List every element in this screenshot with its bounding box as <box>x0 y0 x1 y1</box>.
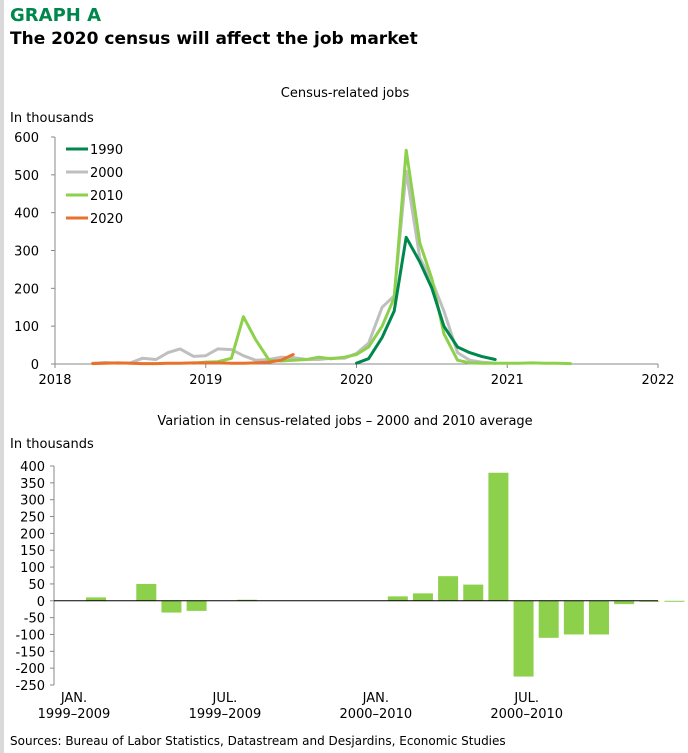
y-tick-label: 500 <box>14 169 39 184</box>
bar <box>136 583 157 601</box>
bar <box>488 472 509 601</box>
graph-label: GRAPH A <box>10 5 102 26</box>
y-tick-label: 400 <box>20 460 45 475</box>
graph-title: The 2020 census will affect the job mark… <box>10 29 418 49</box>
series-line-1990 <box>355 235 497 365</box>
legend-label-2010: 2010 <box>90 189 123 204</box>
series-line-2010 <box>192 148 573 366</box>
legend-label-2000: 2000 <box>90 166 123 181</box>
bar <box>664 600 685 602</box>
sources-note: Sources: Bureau of Labor Statistics, Dat… <box>10 734 506 748</box>
bar <box>463 584 484 601</box>
y-tick-label: 300 <box>20 494 45 509</box>
bar <box>186 600 207 611</box>
y-tick-label: -50 <box>24 612 45 627</box>
bar <box>236 599 257 601</box>
series-line-2000 <box>91 169 497 365</box>
bar <box>412 593 433 601</box>
y-tick-label: 600 <box>14 131 39 146</box>
y-tick-label: 300 <box>14 245 39 260</box>
bar <box>538 600 559 638</box>
y-tick-label: 0 <box>37 595 45 610</box>
bar <box>387 596 408 601</box>
y-tick-label: -100 <box>15 628 45 643</box>
y-tick-label: 250 <box>20 511 45 526</box>
x-tick-label-month: JAN. <box>362 691 389 706</box>
y-tick-label: 50 <box>28 578 45 593</box>
bar <box>161 600 182 613</box>
y-tick-label: 200 <box>14 282 39 297</box>
y-tick-label: -250 <box>15 679 45 694</box>
bar <box>563 600 584 635</box>
x-tick-label-years: 1999–2009 <box>38 707 111 722</box>
y-tick-label: 100 <box>14 320 39 335</box>
bar <box>589 600 609 635</box>
x-tick-label-years: 1999–2009 <box>189 707 262 722</box>
x-tick-label: 2019 <box>189 373 222 388</box>
legend-label-1990: 1990 <box>90 143 123 158</box>
y-axis-label: In thousands <box>10 437 94 452</box>
y-tick-label: 0 <box>31 358 39 373</box>
bar <box>513 600 534 677</box>
y-tick-label: 350 <box>20 477 45 492</box>
y-tick-label: 200 <box>20 527 45 542</box>
x-tick-label-month: JUL. <box>513 691 539 706</box>
chart-title: Variation in census-related jobs – 2000 … <box>157 414 532 429</box>
bar <box>438 576 459 601</box>
y-tick-label: 150 <box>20 544 45 559</box>
x-tick-label: 2020 <box>340 373 373 388</box>
bar <box>86 597 106 601</box>
y-tick-label: 400 <box>14 207 39 222</box>
x-tick-label: 2022 <box>641 373 674 388</box>
x-tick-label-month: JUL. <box>212 691 238 706</box>
y-tick-label: 100 <box>20 561 45 576</box>
left-margin-rule <box>0 0 4 753</box>
y-axis-label: In thousands <box>10 111 94 126</box>
y-tick-label: -200 <box>15 662 45 677</box>
plot-area: 0 100 200 300 400 500 600 2018 2019 2020 2021 2022 1… <box>14 131 674 388</box>
series-line-2020 <box>91 353 295 366</box>
y-tick-label: -150 <box>15 645 45 660</box>
census-jobs-line-chart: Census-related jobs In thousands 0 100 200… <box>10 86 675 388</box>
x-tick-label: 2021 <box>491 373 524 388</box>
x-tick-label-month: JAN. <box>60 691 87 706</box>
chart-title: Census-related jobs <box>281 86 410 101</box>
legend-label-2020: 2020 <box>90 212 123 227</box>
bar <box>639 600 660 602</box>
x-tick-label-years: 2000–2010 <box>339 707 412 722</box>
x-tick-label: 2018 <box>38 373 71 388</box>
bar <box>614 600 635 605</box>
x-tick-label-years: 2000–2010 <box>490 707 563 722</box>
